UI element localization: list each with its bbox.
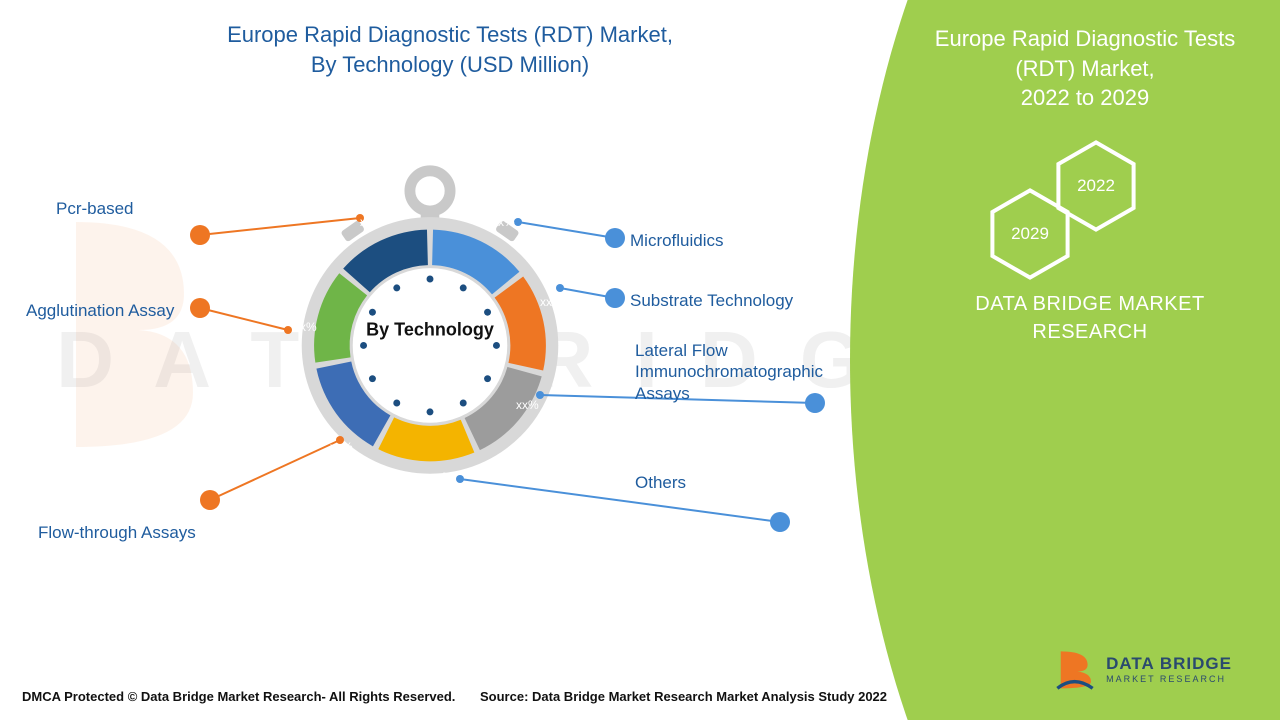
label-substrate: Substrate Technology: [630, 290, 793, 311]
pct-agglutination: xx%: [294, 320, 317, 334]
dot-pcr: [190, 225, 210, 245]
label-pcr: Pcr-based: [56, 198, 133, 219]
donut-center-label: By Technology: [366, 320, 494, 341]
tick-dot: [484, 375, 491, 382]
right-panel-title: Europe Rapid Diagnostic Tests (RDT) Mark…: [910, 24, 1260, 113]
tick-dot: [493, 342, 500, 349]
dot-lateral: [805, 393, 825, 413]
hex-2029-label: 2029: [1011, 224, 1049, 244]
label-agglutination: Agglutination Assay: [26, 300, 174, 321]
label-flowthrough: Flow-through Assays: [38, 522, 196, 543]
brand-logo-t2: MARKET RESEARCH: [1106, 674, 1232, 684]
dot-microfluidics: [605, 228, 625, 248]
tick-dot: [427, 408, 434, 415]
brand-logo-t1: DATA BRIDGE: [1106, 654, 1232, 674]
tick-dot: [360, 342, 367, 349]
brand-label: DATA BRIDGE MARKET RESEARCH: [930, 290, 1250, 346]
tick-dot: [460, 284, 467, 291]
pct-pcr: xx%: [360, 215, 383, 229]
brand-logo: DATA BRIDGE MARKET RESEARCH: [1054, 648, 1232, 690]
pct-microfluidics: xx%: [492, 215, 515, 229]
right-title-l3: 2022 to 2029: [1021, 85, 1149, 110]
dot-flowthrough: [200, 490, 220, 510]
chart-title-line1: Europe Rapid Diagnostic Tests (RDT) Mark…: [227, 22, 673, 47]
right-title-l2: (RDT) Market,: [1015, 56, 1154, 81]
footer-source: Source: Data Bridge Market Research Mark…: [480, 689, 887, 704]
chart-title: Europe Rapid Diagnostic Tests (RDT) Mark…: [100, 20, 800, 79]
right-panel: Europe Rapid Diagnostic Tests (RDT) Mark…: [850, 0, 1280, 720]
pct-substrate: xx%: [540, 295, 563, 309]
label-microfluidics: Microfluidics: [630, 230, 724, 251]
tick-dot: [369, 309, 376, 316]
hex-2022: 2022: [1056, 140, 1136, 232]
dot-substrate: [605, 288, 625, 308]
right-title-l1: Europe Rapid Diagnostic Tests: [935, 26, 1235, 51]
label-others: Others: [635, 472, 686, 493]
tick-dot: [369, 375, 376, 382]
label-lateral: Lateral Flow Immunochromatographic Assay…: [635, 340, 875, 404]
tick-dot: [460, 400, 467, 407]
brand-logo-text: DATA BRIDGE MARKET RESEARCH: [1106, 654, 1232, 684]
tick-dot: [427, 276, 434, 283]
dot-others: [770, 512, 790, 532]
brand-l2: RESEARCH: [1032, 321, 1147, 343]
footer-dmca: DMCA Protected © Data Bridge Market Rese…: [22, 689, 455, 704]
pct-lateral: xx%: [516, 398, 539, 412]
tick-dot: [484, 309, 491, 316]
pct-flowthrough: xx%: [330, 440, 353, 454]
pct-others: xx%: [430, 470, 453, 484]
donut-inner-white: [353, 268, 508, 423]
chart-title-line2: By Technology (USD Million): [311, 52, 589, 77]
tick-dot: [393, 400, 400, 407]
hex-2022-label: 2022: [1077, 176, 1115, 196]
dot-agglutination: [190, 298, 210, 318]
brand-logo-mark: [1054, 648, 1096, 690]
brand-l1: DATA BRIDGE MARKET: [975, 293, 1204, 315]
tick-dot: [393, 284, 400, 291]
